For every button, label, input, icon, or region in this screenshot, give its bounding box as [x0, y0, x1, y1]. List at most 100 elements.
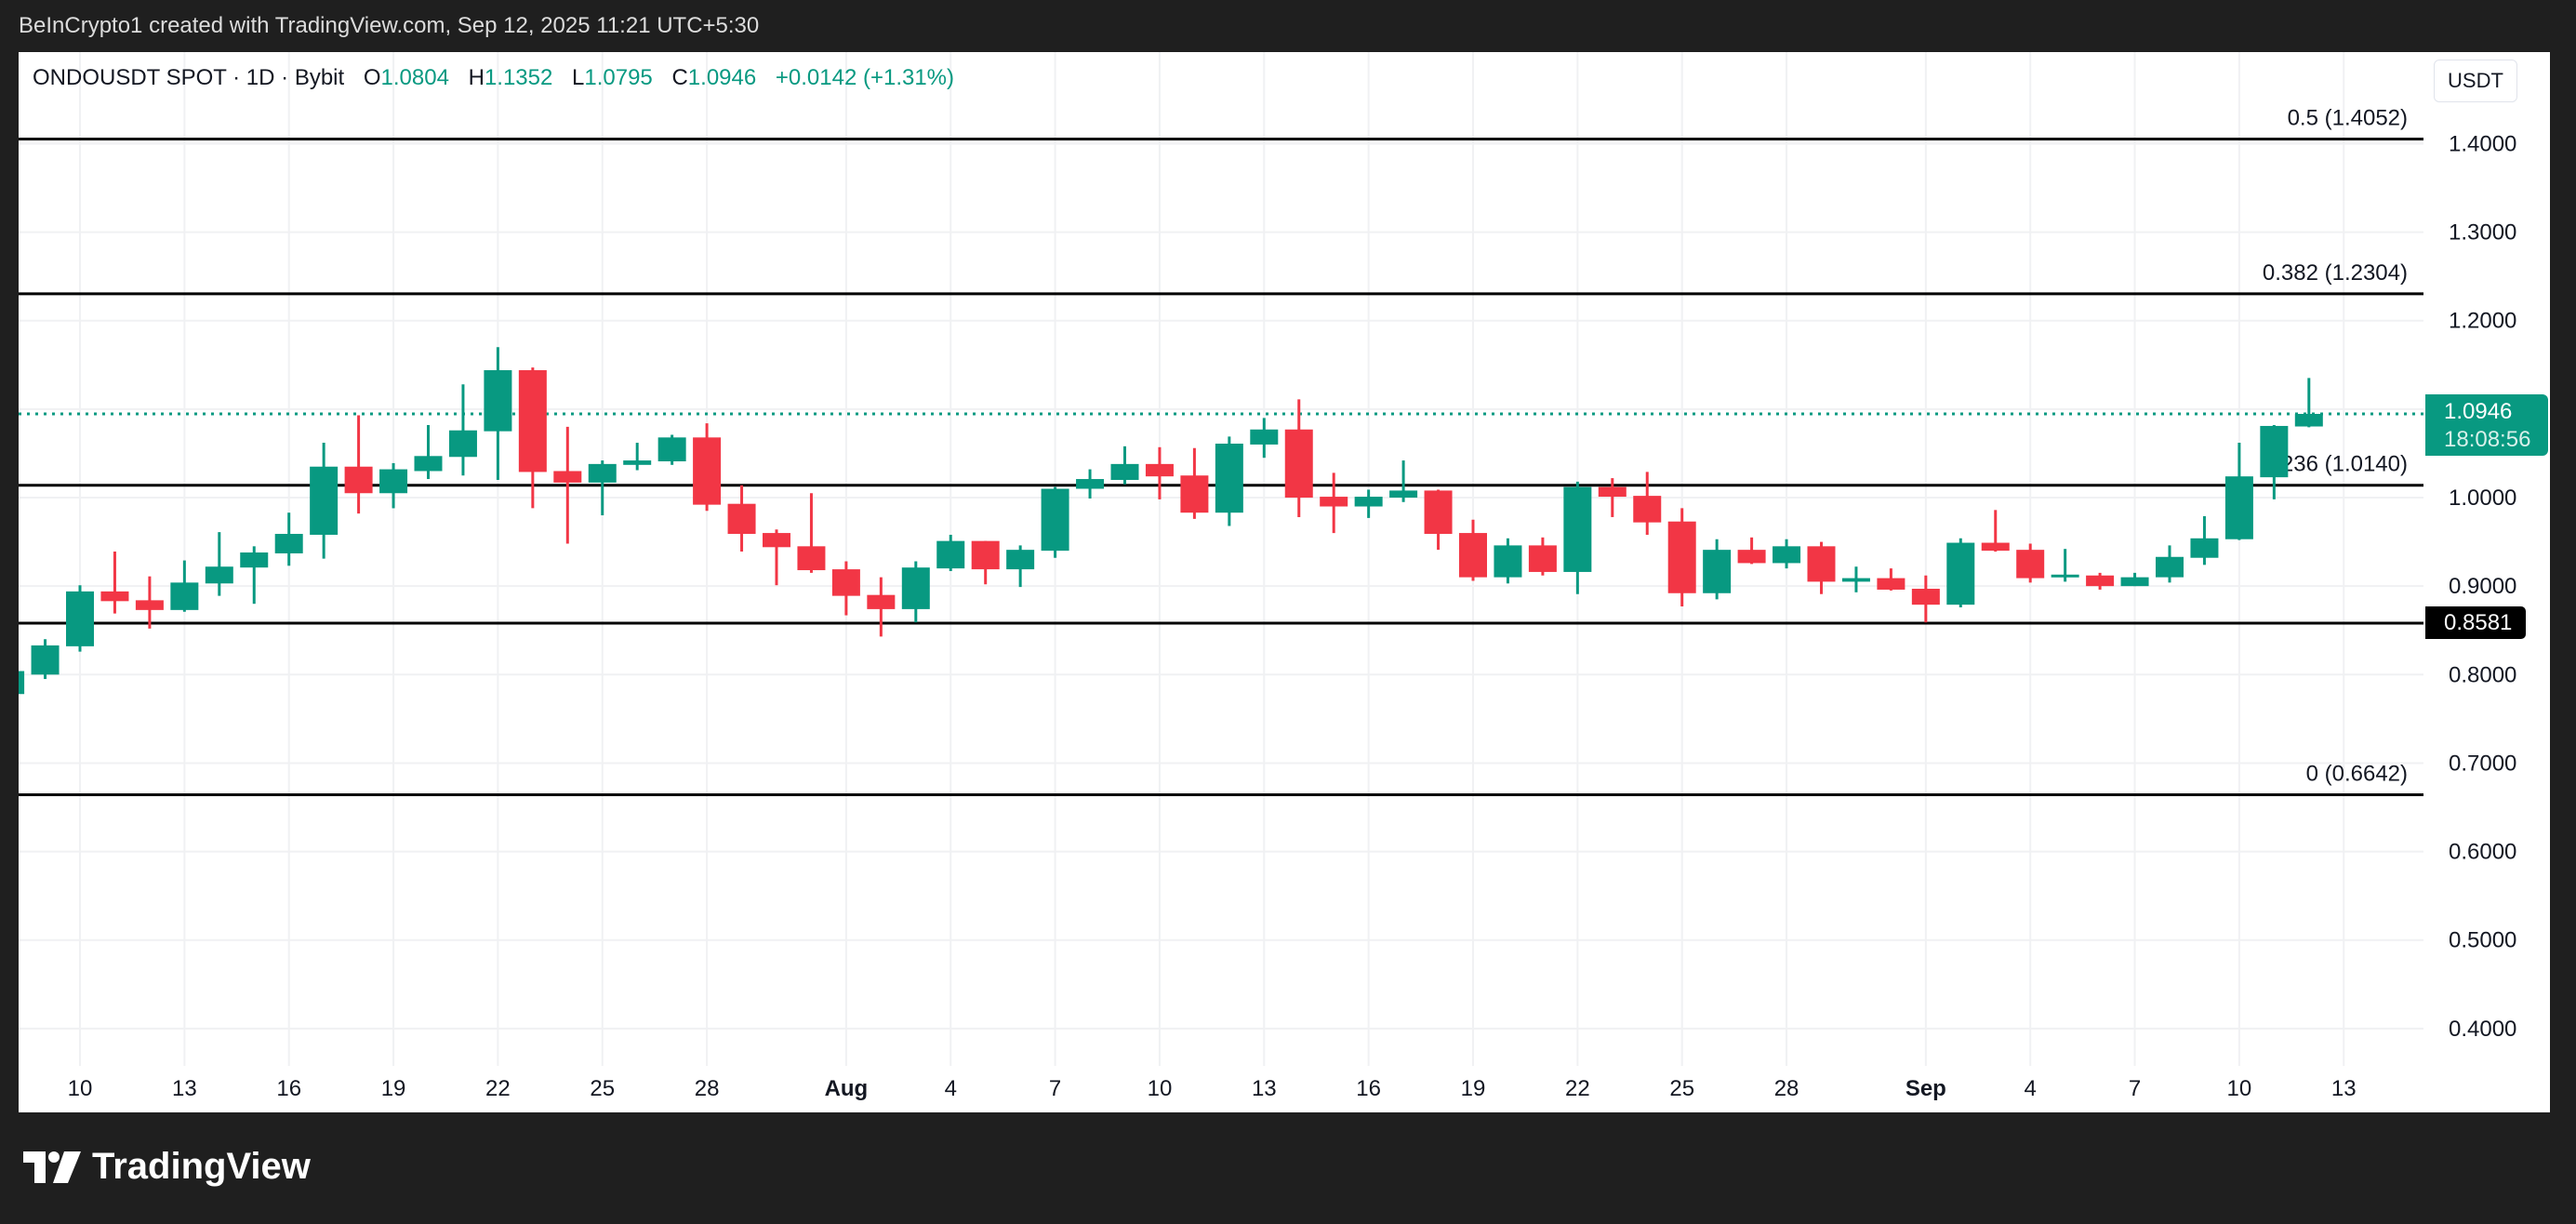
candle-down: [763, 529, 790, 586]
time-tick-label: 22: [1565, 1076, 1590, 1101]
time-tick-label: 19: [381, 1076, 406, 1101]
candle-body: [1424, 490, 1453, 535]
candle-body: [1354, 497, 1383, 507]
candle-down: [1633, 472, 1662, 535]
candle-body: [66, 591, 94, 646]
candle-body: [553, 471, 582, 483]
support-price-label: 0.8581: [2425, 606, 2526, 639]
candle-body: [1389, 490, 1418, 499]
time-tick-label: 28: [1774, 1076, 1799, 1101]
candle-body: [1773, 546, 1801, 564]
candle-up: [1563, 481, 1592, 594]
tradingview-logo[interactable]: TradingView: [23, 1146, 311, 1188]
candle-up: [1110, 446, 1139, 485]
price-tick-label: 1.2000: [2449, 309, 2516, 334]
candle-body: [2156, 556, 2184, 578]
candle-up: [1389, 460, 1418, 502]
candle-down: [971, 540, 1000, 585]
candle-up: [2156, 545, 2184, 583]
candle-down: [100, 552, 129, 614]
candle-down: [518, 367, 547, 509]
candle-up: [1041, 486, 1069, 558]
candle-body: [1877, 578, 1905, 590]
candle-down: [1180, 447, 1209, 519]
candle-body: [135, 600, 164, 610]
candle-up: [379, 462, 408, 509]
fib-level-label: 0.382 (1.2304): [2263, 260, 2408, 286]
candle-body: [1598, 486, 1627, 498]
candle-down: [135, 576, 164, 629]
candle-body: [2051, 574, 2079, 578]
candle-up: [1946, 538, 1975, 607]
candle-up: [1494, 538, 1522, 584]
candle-body: [1667, 521, 1696, 593]
candle-body: [2294, 414, 2323, 427]
last-price-value: 1.0946: [2444, 399, 2513, 424]
price-tick-label: 1.3000: [2449, 220, 2516, 246]
candle-up: [19, 671, 25, 695]
time-tick-label: 13: [2331, 1076, 2357, 1101]
candle-down: [797, 493, 826, 573]
price-axis: 1.40001.30001.20001.10001.00000.90000.80…: [2449, 131, 2516, 1041]
candle-body: [1841, 578, 1870, 582]
time-tick-label: 7: [2129, 1076, 2141, 1101]
candle-down: [1598, 478, 1627, 517]
time-tick-label: 16: [1356, 1076, 1381, 1101]
candle-body: [1528, 545, 1557, 572]
candle-down: [1284, 399, 1313, 517]
candle-down: [2016, 543, 2045, 583]
open-value: 1.0804: [380, 65, 449, 90]
low-value: 1.0795: [584, 65, 653, 90]
candle-down: [553, 426, 582, 544]
candle-body: [518, 370, 547, 472]
candle-down: [1320, 472, 1348, 534]
fib-level-label: 0.5 (1.4052): [2288, 106, 2408, 131]
candle-body: [274, 534, 303, 553]
candle-body: [2224, 476, 2253, 539]
price-tick-label: 0.7000: [2449, 751, 2516, 776]
candle-down: [344, 415, 373, 514]
time-tick-label: Sep: [1905, 1076, 1946, 1101]
candle-up: [588, 460, 617, 516]
candle-body: [1250, 429, 1279, 445]
candle-down: [693, 423, 722, 512]
logo-text: TradingView: [92, 1146, 311, 1187]
candle-down: [2086, 572, 2115, 590]
candle-down: [867, 577, 896, 637]
price-tick-label: 0.9000: [2449, 574, 2516, 599]
candles: [19, 347, 2323, 695]
candle-down: [1737, 537, 1766, 565]
candle-body: [2120, 577, 2149, 587]
time-tick-label: 10: [68, 1076, 93, 1101]
currency-button[interactable]: USDT: [2434, 60, 2517, 102]
candle-down: [1877, 568, 1905, 591]
candle-body: [484, 370, 512, 432]
candle-up: [623, 443, 652, 471]
change-value: +0.0142 (+1.31%): [775, 65, 955, 90]
candle-body: [971, 540, 1000, 570]
candle-up: [310, 443, 339, 559]
candle-body: [448, 430, 477, 458]
high-value: 1.1352: [484, 65, 553, 90]
candle-down: [1911, 575, 1940, 623]
candle-up: [448, 384, 477, 476]
candle-body: [831, 569, 860, 596]
candle-up: [2294, 378, 2323, 428]
candle-body: [1633, 496, 1662, 523]
candle-up: [1006, 545, 1035, 588]
symbol-legend: ONDOUSDT SPOT · 1D · Bybit O1.0804 H1.13…: [33, 65, 954, 91]
caption-text: BeInCrypto1 created with TradingView.com…: [19, 13, 760, 38]
candle-up: [1841, 566, 1870, 592]
candle-up: [2051, 549, 2079, 582]
time-tick-label: 19: [1461, 1076, 1486, 1101]
bar-countdown: 18:08:56: [2444, 427, 2531, 452]
candle-body: [379, 469, 408, 494]
candle-up: [1215, 436, 1243, 526]
symbol-info[interactable]: ONDOUSDT SPOT · 1D · Bybit: [33, 65, 345, 90]
price-tick-label: 0.6000: [2449, 840, 2516, 865]
candle-up: [657, 434, 686, 465]
candle-up: [240, 546, 269, 605]
price-tick-label: 0.8000: [2449, 662, 2516, 687]
candle-body: [763, 533, 790, 548]
